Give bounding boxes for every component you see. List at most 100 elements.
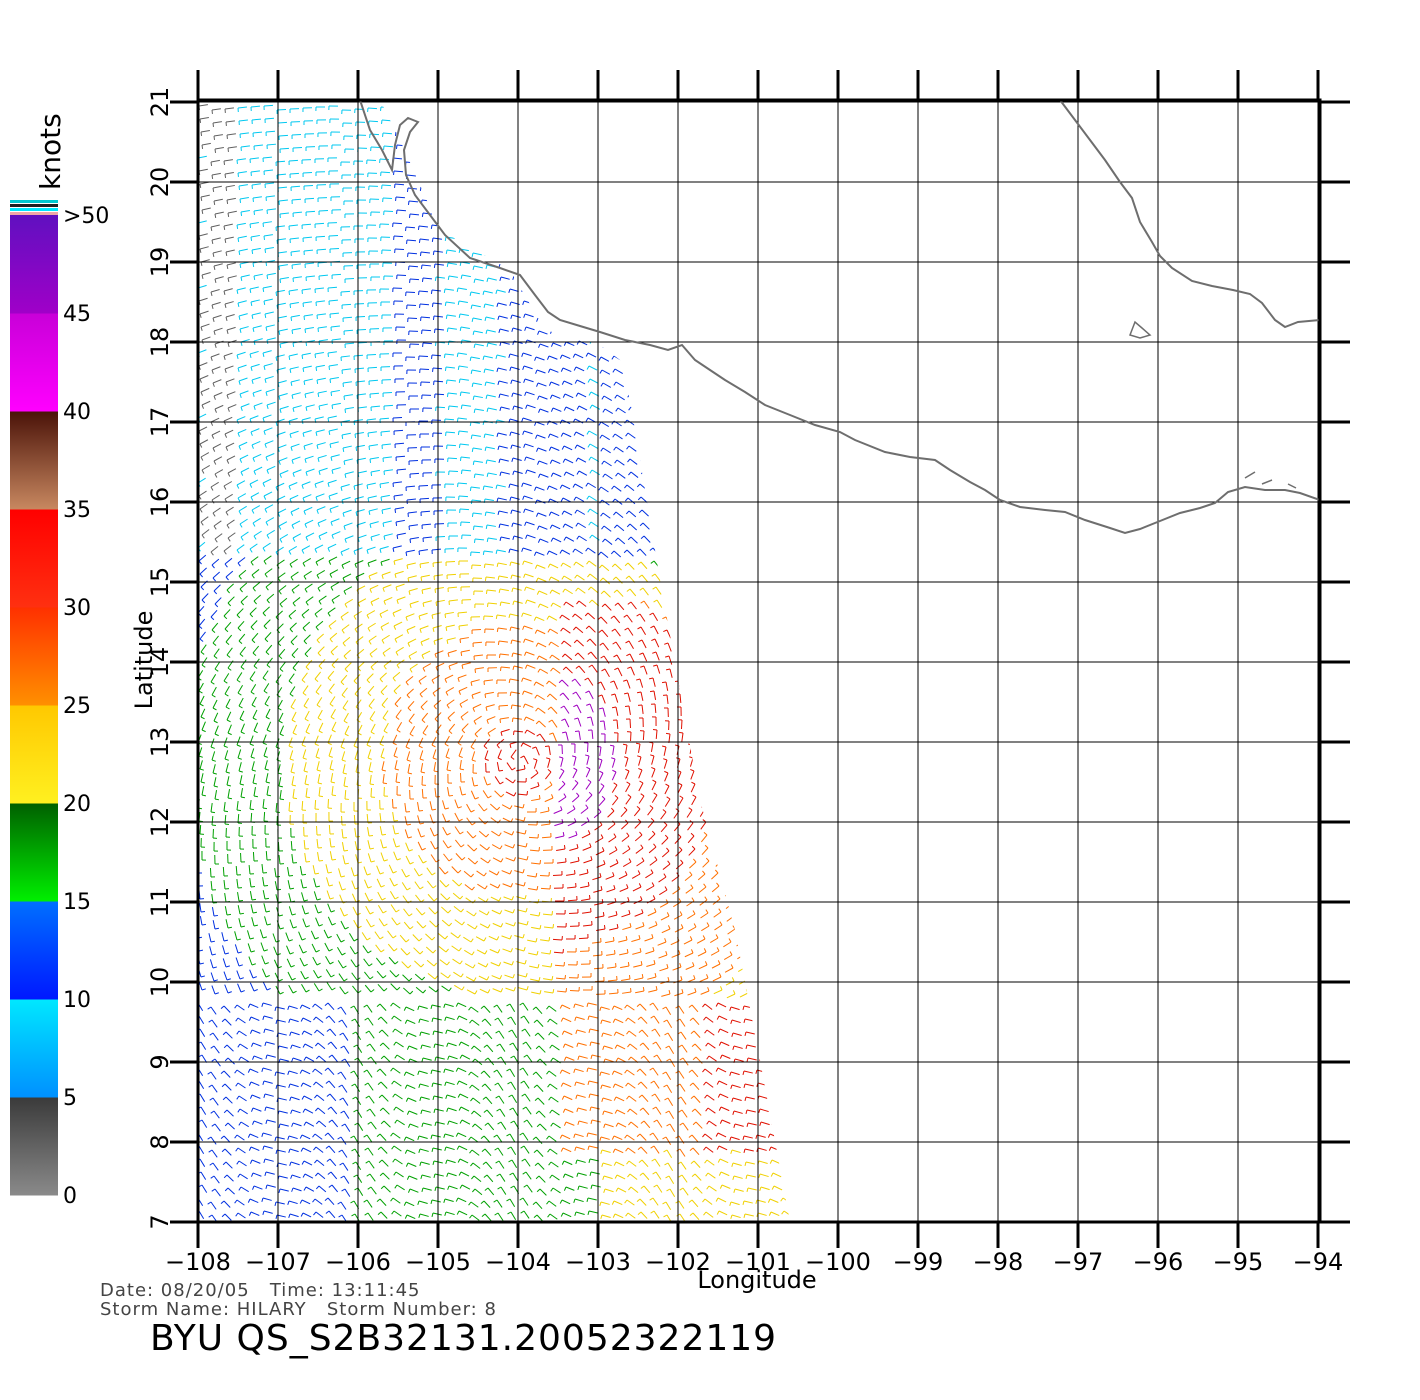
wind-vector <box>236 287 246 291</box>
wind-vector <box>379 735 385 745</box>
wind-barb <box>650 157 654 162</box>
wind-barb <box>780 93 783 96</box>
wind-barb <box>290 641 295 646</box>
wind-vector <box>291 520 301 526</box>
wind-vector <box>523 300 533 305</box>
wind-vector <box>720 196 729 203</box>
wind-barb <box>524 261 527 266</box>
wind-barb <box>715 495 720 499</box>
wind-barb <box>302 562 306 567</box>
wind-vector <box>758 185 767 193</box>
wind-vector <box>512 717 522 720</box>
wind-barb <box>495 159 498 164</box>
wind-vector <box>630 406 639 413</box>
wind-vector <box>799 266 805 273</box>
wind-vector <box>483 550 493 553</box>
wind-barb <box>238 380 241 385</box>
wind-barb <box>330 521 333 526</box>
wind-vector <box>457 352 467 355</box>
wind-barb <box>744 472 749 476</box>
wind-barb <box>432 692 436 697</box>
wind-vector <box>550 706 558 714</box>
wind-barb <box>522 365 525 370</box>
wind-barb <box>637 223 641 228</box>
wind-vector <box>784 638 787 648</box>
wind-vector <box>314 287 325 290</box>
wind-barb <box>561 315 565 320</box>
wind-vector <box>641 184 651 190</box>
wind-barb <box>678 524 683 528</box>
wind-barb <box>625 575 630 579</box>
wind-barb <box>224 628 229 633</box>
wind-barb <box>227 537 231 542</box>
wind-vector <box>355 380 366 383</box>
wind-vector <box>770 366 778 375</box>
wind-barb <box>781 248 786 253</box>
wind-barb <box>575 132 579 137</box>
wind-barb <box>654 404 658 409</box>
wind-barb <box>459 703 463 708</box>
wind-vector <box>418 612 428 617</box>
wind-barb <box>703 171 707 176</box>
wind-vector <box>238 119 248 122</box>
wind-barb <box>211 759 216 762</box>
wind-barb <box>766 288 771 293</box>
wind-vector <box>383 533 393 537</box>
wind-barb <box>534 356 537 361</box>
wind-vector <box>447 457 458 460</box>
wind-barb <box>456 287 459 293</box>
wind-barb <box>328 690 333 694</box>
wind-barb <box>223 160 226 166</box>
wind-vector <box>278 328 288 332</box>
wind-vector <box>249 479 259 485</box>
wind-barb <box>703 314 708 319</box>
wind-barb <box>223 680 228 684</box>
wind-vector <box>238 377 248 382</box>
wind-barb <box>588 456 592 461</box>
wind-vector <box>250 684 257 693</box>
wind-vector <box>383 210 394 213</box>
wind-barb <box>718 131 722 136</box>
wind-barb <box>432 627 435 632</box>
wind-barb <box>251 574 255 579</box>
wind-barb <box>667 343 671 348</box>
wind-barb <box>369 653 373 658</box>
wind-vector <box>509 418 519 422</box>
wind-vector <box>564 523 574 529</box>
wind-barb <box>573 301 577 306</box>
wind-vector <box>796 227 802 233</box>
wind-vector <box>758 718 761 728</box>
wind-vector <box>526 209 536 214</box>
wind-vector <box>382 520 392 524</box>
wind-barb <box>793 759 797 760</box>
wind-vector <box>617 537 626 545</box>
wind-vector <box>551 524 561 530</box>
wind-barb <box>264 703 269 707</box>
wind-vector <box>499 393 509 397</box>
wind-barb <box>236 679 241 683</box>
wind-barb <box>420 706 425 711</box>
wind-vector <box>786 534 790 544</box>
wind-barb <box>407 200 410 206</box>
wind-vector <box>224 493 233 500</box>
wind-barb <box>265 651 270 656</box>
wind-vector <box>487 212 497 216</box>
wind-vector <box>214 147 224 150</box>
wind-barb <box>690 237 694 242</box>
wind-vector <box>213 392 223 397</box>
wind-barb <box>236 224 239 230</box>
wind-barb <box>549 329 553 334</box>
wind-barb <box>561 120 565 125</box>
wind-barb <box>563 276 567 281</box>
wind-vector <box>278 199 289 202</box>
wind-vector <box>563 705 570 714</box>
wind-barb <box>483 563 486 569</box>
wind-vector <box>682 147 691 154</box>
wind-barb <box>797 214 800 217</box>
wind-vector <box>630 211 640 217</box>
wind-vector <box>485 316 495 320</box>
wind-vector <box>317 326 327 329</box>
wind-vector <box>212 379 222 384</box>
wind-barb <box>316 379 319 385</box>
wind-barb <box>796 539 800 540</box>
